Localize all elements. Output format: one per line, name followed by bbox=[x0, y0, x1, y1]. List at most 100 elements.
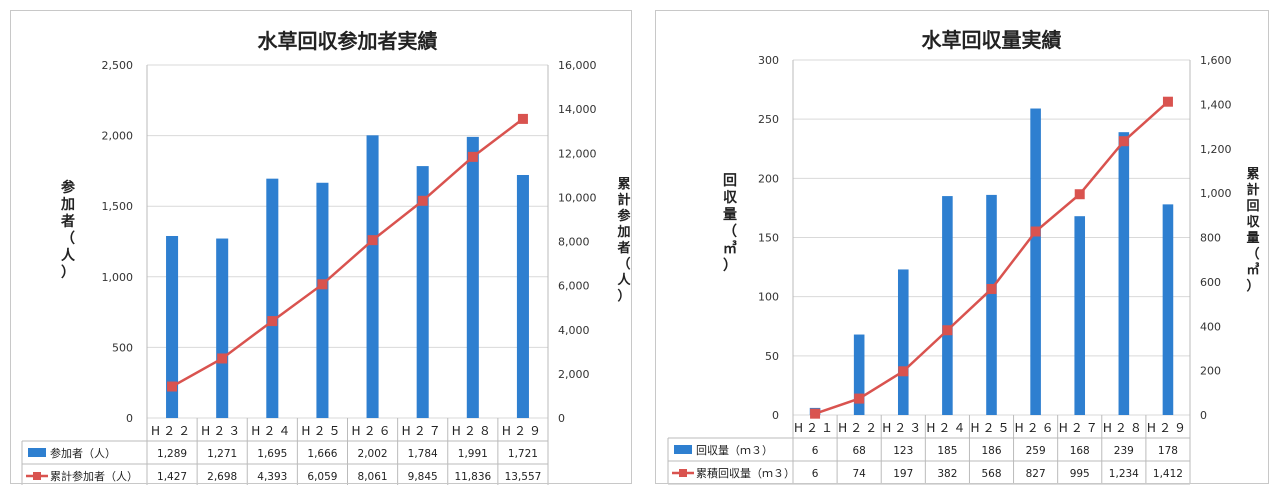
left-axis-title-char: ） bbox=[61, 265, 75, 281]
category-label: H２１ bbox=[794, 421, 836, 435]
category-label: H２９ bbox=[1147, 421, 1189, 435]
table-value: 239 bbox=[1114, 445, 1134, 457]
left-axis-title-char: ㎥ bbox=[723, 240, 737, 257]
chart-title: 水草回収量実績 bbox=[922, 28, 1062, 52]
right-tick-label: 1,400 bbox=[1200, 98, 1232, 111]
recovery-chart: 水草回収量実績 0 50 100 150 200 250 300 0 200 400 600 800 1,… bbox=[667, 28, 1260, 485]
cumulative-line bbox=[171, 117, 524, 388]
left-axis-title-char: 回 bbox=[723, 173, 737, 189]
bar bbox=[853, 334, 865, 415]
bar bbox=[466, 136, 479, 419]
table-value: 178 bbox=[1158, 445, 1178, 457]
line-point bbox=[167, 381, 178, 392]
bar bbox=[316, 182, 329, 418]
right-axis-title-char: ） bbox=[617, 288, 630, 304]
left-tick-label: 200 bbox=[758, 172, 779, 185]
bar bbox=[366, 135, 379, 418]
category-label: H２４ bbox=[251, 424, 293, 438]
left-axis-title-char: 収 bbox=[723, 189, 738, 206]
line-point bbox=[1030, 226, 1041, 237]
table-value: 1,784 bbox=[408, 448, 438, 460]
left-tick-label: 150 bbox=[758, 232, 779, 245]
chart-title: 水草回収参加者実績 bbox=[258, 29, 438, 53]
left-tick-label: 250 bbox=[758, 113, 779, 126]
category-label: H２８ bbox=[1103, 421, 1145, 435]
table-value: 13,557 bbox=[505, 471, 542, 483]
chart-border bbox=[10, 10, 632, 484]
bar bbox=[516, 174, 529, 418]
table-value: 9,845 bbox=[408, 471, 438, 483]
table-value: 1,991 bbox=[458, 448, 488, 460]
bar bbox=[1162, 204, 1174, 415]
left-axis-title-char: 者 bbox=[61, 214, 75, 230]
category-label: H２４ bbox=[926, 421, 968, 435]
bar bbox=[166, 235, 179, 418]
left-tick-label: 1,500 bbox=[102, 200, 134, 213]
table-value: 123 bbox=[893, 445, 913, 457]
right-axis-title-char: 者 bbox=[616, 240, 630, 256]
table-value: 8,061 bbox=[358, 471, 388, 483]
table-value: 1,234 bbox=[1109, 468, 1139, 480]
table-value: 259 bbox=[1026, 445, 1046, 457]
table-value: 74 bbox=[852, 468, 866, 480]
bar bbox=[1074, 216, 1086, 415]
legend-key-bar bbox=[28, 448, 46, 457]
table-value: 2,002 bbox=[358, 448, 388, 460]
legend-key-bar bbox=[674, 445, 692, 454]
line-point bbox=[367, 235, 378, 246]
table-value: 185 bbox=[937, 445, 957, 457]
right-tick-label: 16,000 bbox=[558, 59, 597, 72]
left-tick-label: 100 bbox=[758, 291, 779, 304]
legend-label: 回収量（ｍ３） bbox=[696, 444, 773, 457]
right-tick-label: 10,000 bbox=[558, 191, 597, 204]
left-axis-title-char: 加 bbox=[60, 197, 75, 213]
legend-key-marker bbox=[33, 472, 41, 480]
category-label: H２９ bbox=[502, 424, 544, 438]
chart-border bbox=[655, 10, 1269, 484]
bar bbox=[266, 178, 279, 418]
bar bbox=[416, 166, 429, 418]
participants-chart: 水草回収参加者実績 0 500 1,000 1,500 2,000 2,500 0 2,000 4… bbox=[21, 29, 631, 488]
category-label: H２２ bbox=[838, 421, 880, 435]
category-label: H２６ bbox=[1015, 421, 1057, 435]
right-axis-title-char: 計 bbox=[617, 192, 630, 208]
line-point bbox=[1162, 96, 1173, 107]
table-value: 1,427 bbox=[157, 471, 187, 483]
line-point bbox=[1074, 189, 1085, 200]
table-value: 1,412 bbox=[1153, 468, 1183, 480]
right-axis-title-char: 収 bbox=[1246, 215, 1260, 230]
right-axis-title-char: （ bbox=[1246, 246, 1259, 262]
right-tick-label: 1,000 bbox=[1200, 187, 1232, 200]
table-value: 1,271 bbox=[207, 448, 237, 460]
legend-label: 累積回収量（ｍ３） bbox=[696, 466, 795, 480]
legend-label: 累計参加者（人） bbox=[50, 469, 138, 483]
bar bbox=[216, 238, 229, 418]
right-axis-title-char: 累 bbox=[1246, 166, 1259, 182]
bar bbox=[897, 269, 909, 415]
right-tick-label: 400 bbox=[1200, 320, 1221, 333]
right-tick-label: 1,200 bbox=[1200, 143, 1232, 156]
table-value: 197 bbox=[893, 468, 913, 480]
line-point bbox=[267, 316, 278, 327]
right-axis-title-char: 回 bbox=[1246, 199, 1259, 214]
right-tick-label: 14,000 bbox=[558, 103, 597, 116]
line-point bbox=[986, 283, 997, 294]
table-value: 568 bbox=[981, 468, 1001, 480]
left-tick-label: 0 bbox=[126, 412, 133, 425]
left-axis-title-char: 人 bbox=[61, 247, 76, 264]
line-point bbox=[317, 279, 328, 290]
right-tick-label: 1,600 bbox=[1200, 54, 1232, 67]
bar bbox=[1118, 132, 1130, 415]
category-label: H２８ bbox=[452, 424, 494, 438]
right-tick-label: 0 bbox=[558, 412, 565, 425]
category-label: H２２ bbox=[151, 424, 193, 438]
table-value: 1,666 bbox=[307, 448, 337, 460]
left-tick-label: 300 bbox=[758, 54, 779, 67]
right-axis-title-char: ㎥ bbox=[1246, 262, 1259, 278]
category-label: H２３ bbox=[201, 424, 243, 438]
right-tick-label: 6,000 bbox=[558, 280, 590, 293]
left-tick-label: 500 bbox=[112, 341, 133, 354]
bar bbox=[942, 196, 953, 415]
right-axis-title-char: 人 bbox=[617, 272, 631, 288]
right-tick-label: 0 bbox=[1200, 409, 1207, 422]
